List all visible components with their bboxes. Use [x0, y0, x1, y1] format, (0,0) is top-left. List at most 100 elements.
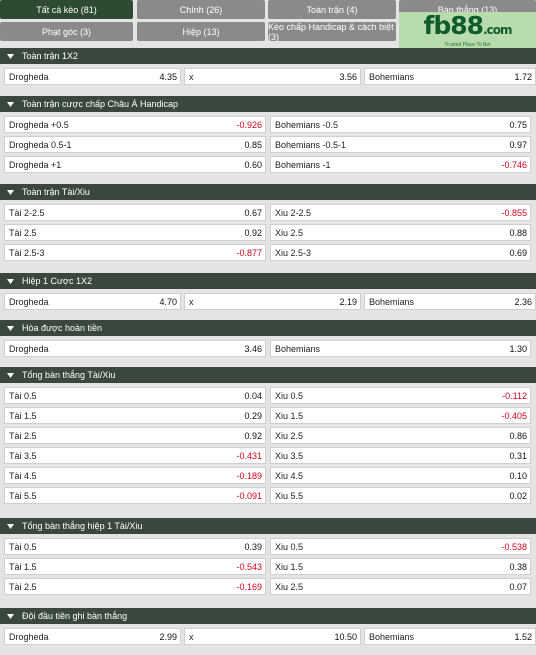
tab-all-markets[interactable]: Tất cả kèo (81)	[0, 0, 133, 19]
selection-label: Tài 2.5	[9, 581, 37, 592]
odds-cell[interactable]: Drogheda 0.5-1 0.85	[4, 136, 266, 153]
odds-cell[interactable]: Tài 0.5 0.39	[4, 538, 266, 555]
odds-value: 0.39	[244, 541, 262, 552]
selection-label: Drogheda +0.5	[9, 119, 69, 130]
odds-cell[interactable]: Drogheda +1 0.60	[4, 156, 266, 173]
odds-cell[interactable]: Xiu 0.5 -0.112	[270, 387, 531, 404]
odds-cell[interactable]: x 3.56	[184, 68, 361, 85]
odds-cell[interactable]: Xiu 0.5 -0.538	[270, 538, 531, 555]
odds-value: 0.29	[244, 410, 262, 421]
odds-cell[interactable]: Tài 2.5-3 -0.877	[4, 244, 266, 261]
odds-value: 0.02	[509, 490, 527, 501]
odds-cell[interactable]: Xiu 1.5 -0.405	[270, 407, 531, 424]
chevron-down-icon	[7, 189, 14, 196]
odds-value: 0.92	[244, 227, 262, 238]
odds-cell[interactable]: Tài 2.5 0.92	[4, 427, 266, 444]
selection-label: Tài 2-2.5	[9, 207, 45, 218]
selection-label: Tài 4.5	[9, 470, 37, 481]
odds-value: 0.04	[244, 390, 262, 401]
odds-cell[interactable]: Drogheda 3.46	[4, 340, 266, 357]
selection-label: Xiu 2-2.5	[275, 207, 312, 218]
odds-cell[interactable]: Tài 1.5 0.29	[4, 407, 266, 424]
odds-row: Drogheda +1 0.60 Bohemians -1 -0.746	[0, 156, 536, 173]
market-section: Tổng bàn thắng Tài/Xiu Tài 0.5 0.04 Xiu 0.5…	[0, 367, 536, 507]
section-title: Hiệp 1 Cược 1X2	[22, 276, 92, 286]
odds-value: 0.86	[509, 430, 527, 441]
odds-value: 0.07	[509, 581, 527, 592]
tab-main[interactable]: Chính (26)	[137, 0, 265, 19]
selection-label: Drogheda +1	[9, 159, 62, 170]
section-header[interactable]: Hòa được hoàn tiền	[0, 320, 536, 336]
odds-cell[interactable]: Bohemians 1.52	[364, 628, 536, 645]
odds-cell[interactable]: Xiu 1.5 0.38	[270, 558, 531, 575]
odds-cell[interactable]: Xiu 2.5 0.86	[270, 427, 531, 444]
odds-cell[interactable]: Bohemians 2.36	[364, 293, 536, 310]
section-title: Tổng bàn thắng Tài/Xiu	[22, 370, 116, 380]
odds-cell[interactable]: Xiu 3.5 0.31	[270, 447, 531, 464]
selection-label: Tài 3.5	[9, 450, 37, 461]
odds-cell[interactable]: Tài 2-2.5 0.67	[4, 204, 266, 221]
odds-cell[interactable]: x 2.19	[184, 293, 361, 310]
odds-cell[interactable]: Xiu 4.5 0.10	[270, 467, 531, 484]
selection-label: Drogheda	[9, 343, 49, 354]
selection-label: Tài 2.5	[9, 227, 37, 238]
chevron-down-icon	[7, 278, 14, 285]
section-title: Toàn trận cược chấp Châu Á Handicap	[22, 99, 179, 109]
odds-cell[interactable]: Bohemians -0.5 0.75	[270, 116, 531, 133]
odds-cell[interactable]: Bohemians 1.30	[270, 340, 531, 357]
section-header[interactable]: Toàn trận Tài/Xiu	[0, 184, 536, 200]
odds-cell[interactable]: Tài 5.5 -0.091	[4, 487, 266, 504]
odds-row: Tài 3.5 -0.431 Xiu 3.5 0.31	[0, 447, 536, 464]
tab-half[interactable]: Hiệp (13)	[137, 22, 265, 41]
odds-cell[interactable]: Bohemians -1 -0.746	[270, 156, 531, 173]
odds-cell[interactable]: Drogheda 2.99	[4, 628, 181, 645]
odds-cell[interactable]: Bohemians -0.5-1 0.97	[270, 136, 531, 153]
odds-cell[interactable]: Tài 3.5 -0.431	[4, 447, 266, 464]
odds-cell[interactable]: Xiu 2.5-3 0.69	[270, 244, 531, 261]
odds-value: -0.091	[236, 490, 262, 501]
tab-full-match[interactable]: Toàn trận (4)	[268, 0, 396, 19]
odds-row: Tài 4.5 -0.189 Xiu 4.5 0.10	[0, 467, 536, 484]
odds-cell[interactable]: Tài 0.5 0.04	[4, 387, 266, 404]
odds-cell[interactable]: Xiu 2.5 0.88	[270, 224, 531, 241]
selection-label: Xiu 2.5	[275, 227, 304, 238]
section-header[interactable]: Đội đầu tiên ghi bàn thắng	[0, 608, 536, 624]
selection-label: Xiu 1.5	[275, 410, 304, 421]
selection-label: x	[189, 631, 194, 642]
odds-value: 0.88	[509, 227, 527, 238]
section-header[interactable]: Toàn trận cược chấp Châu Á Handicap	[0, 96, 536, 112]
selection-label: Xiu 0.5	[275, 390, 304, 401]
odds-row: Tài 2-2.5 0.67 Xiu 2-2.5 -0.855	[0, 204, 536, 221]
odds-value: 1.30	[509, 343, 527, 354]
odds-value: 2.99	[159, 631, 177, 642]
odds-cell[interactable]: x 10.50	[184, 628, 361, 645]
section-header[interactable]: Hiệp 1 Cược 1X2	[0, 273, 536, 289]
odds-cell[interactable]: Tài 2.5 -0.169	[4, 578, 266, 595]
section-header[interactable]: Tổng bàn thắng Tài/Xiu	[0, 367, 536, 383]
odds-value: 0.85	[244, 139, 262, 150]
odds-cell[interactable]: Xiu 2.5 0.07	[270, 578, 531, 595]
section-title: Hòa được hoàn tiền	[22, 323, 102, 333]
selection-label: Drogheda 0.5-1	[9, 139, 72, 150]
odds-value: -0.926	[236, 119, 262, 130]
section-title: Toàn trận Tài/Xiu	[22, 187, 90, 197]
odds-cell[interactable]: Tài 4.5 -0.189	[4, 467, 266, 484]
odds-row: Tài 5.5 -0.091 Xiu 5.5 0.02	[0, 487, 536, 504]
selection-label: Drogheda	[9, 296, 49, 307]
tab-handicap-margin[interactable]: Kèo chấp Handicap & cách biệt (3)	[268, 22, 396, 42]
odds-cell[interactable]: Drogheda 4.70	[4, 293, 181, 310]
tab-corners[interactable]: Phạt góc (3)	[0, 22, 133, 41]
odds-row: Tài 1.5 0.29 Xiu 1.5 -0.405	[0, 407, 536, 424]
odds-cell[interactable]: Xiu 5.5 0.02	[270, 487, 531, 504]
selection-label: Xiu 2.5	[275, 581, 304, 592]
odds-cell[interactable]: Bohemians 1.72	[364, 68, 536, 85]
odds-cell[interactable]: Drogheda 4.35	[4, 68, 181, 85]
selection-label: Xiu 2.5	[275, 430, 304, 441]
odds-cell[interactable]: Xiu 2-2.5 -0.855	[270, 204, 531, 221]
section-header[interactable]: Toàn trận 1X2	[0, 48, 536, 64]
odds-cell[interactable]: Tài 2.5 0.92	[4, 224, 266, 241]
odds-row: Tài 0.5 0.39 Xiu 0.5 -0.538	[0, 538, 536, 555]
odds-cell[interactable]: Drogheda +0.5 -0.926	[4, 116, 266, 133]
section-header[interactable]: Tổng bàn thắng hiệp 1 Tài/Xiu	[0, 518, 536, 534]
odds-cell[interactable]: Tài 1.5 -0.543	[4, 558, 266, 575]
